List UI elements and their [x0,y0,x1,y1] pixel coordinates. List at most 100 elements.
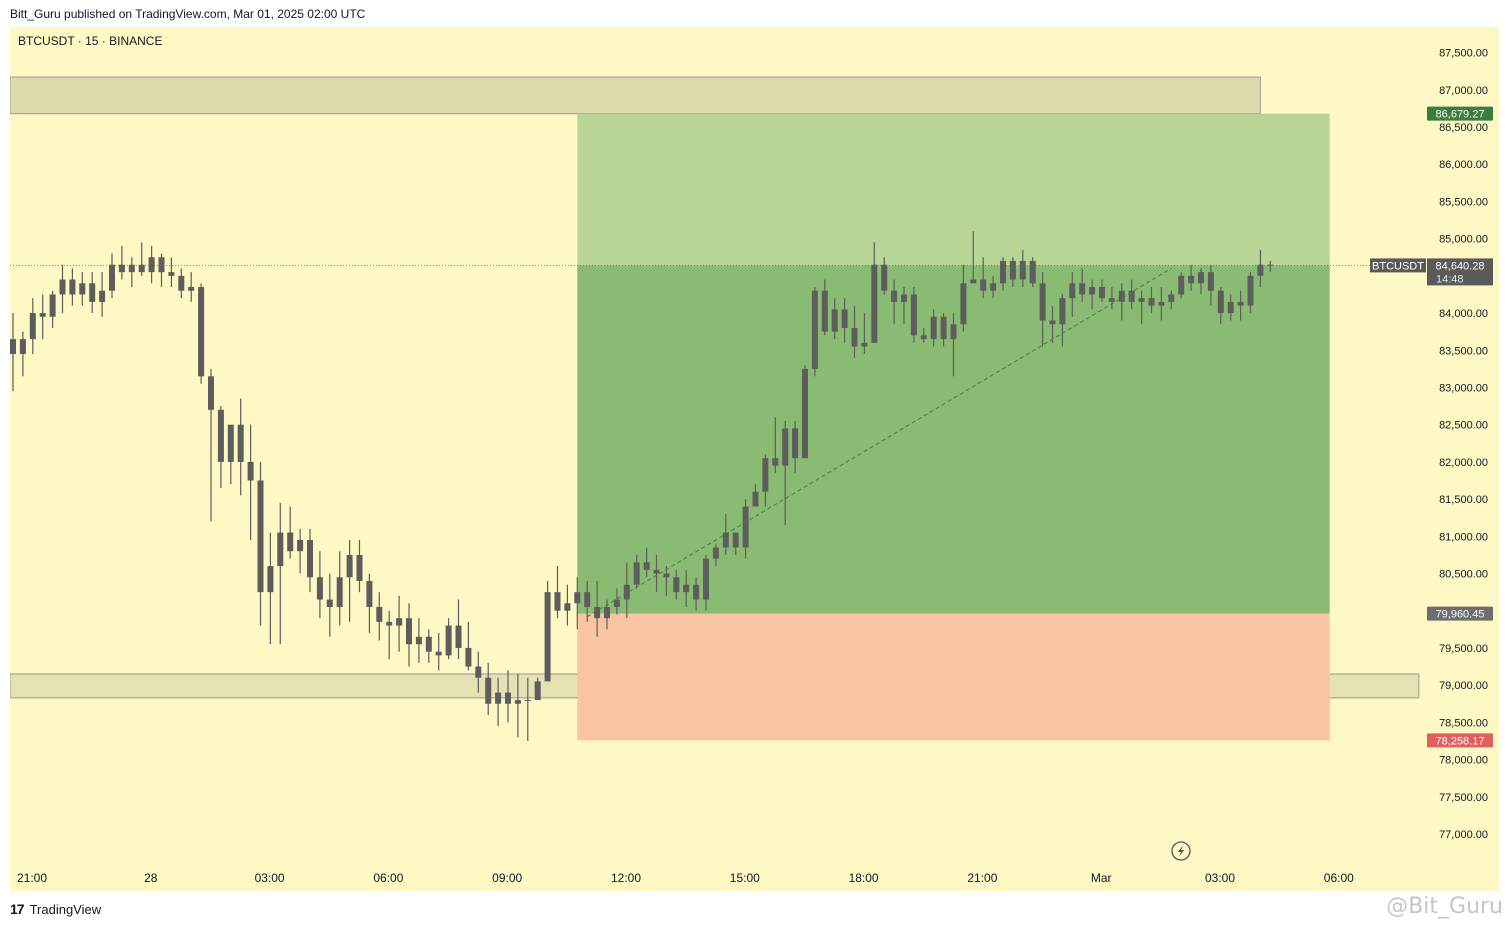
candle [188,272,195,302]
trendline[interactable] [586,267,1172,618]
candle-body [524,700,531,702]
y-tick-label: 77,000.00 [1439,829,1488,841]
candle [307,528,313,593]
x-tick-label: 06:00 [1324,871,1354,885]
candle [960,264,967,332]
candle-body [227,424,234,462]
candle-body [1118,290,1125,302]
candle [1128,279,1135,310]
stop-price-label-text: 78,258.17 [1436,735,1485,747]
current-price-label-bg [1427,258,1493,286]
y-tick-label: 80,500.00 [1439,569,1488,581]
target-price-label[interactable]: 86,679.27 [1427,106,1493,121]
candle [49,290,56,328]
candle [663,566,670,596]
candle [1079,268,1086,302]
candle-body [1227,301,1234,314]
x-tick-label: 18:00 [849,871,879,885]
candle [534,677,541,701]
candle-body [1049,320,1056,325]
current-symbol-tag[interactable]: BTCUSDT [1370,258,1426,273]
candle-body [138,264,145,273]
lightning-icon[interactable] [1171,841,1191,861]
candle-body [267,566,274,593]
candle-body [99,290,106,302]
candle-body [950,324,957,340]
candle [980,257,987,299]
candle-body [762,458,769,492]
candle-body [29,313,36,340]
candle [1138,290,1145,325]
y-tick-label: 77,500.00 [1439,792,1488,804]
current-price-value: 84,640.28 [1436,260,1485,272]
candle-body [1079,283,1086,295]
tradingview-logo[interactable]: 17 TradingView [10,901,101,917]
candle-body [198,287,205,377]
candle [1257,249,1264,288]
chart-area[interactable]: BTCUSDT · 15 · BINANCE 87,500.00 87,000.0… [10,27,1499,891]
candle-body [1158,301,1165,306]
replay-button[interactable] [1171,841,1191,861]
candle-body [574,592,581,604]
candle [930,309,937,347]
candle [594,580,601,637]
symbol-label[interactable]: BTCUSDT · 15 · BINANCE [18,34,162,48]
candle-body [455,625,462,648]
candle [29,298,36,354]
candle [920,327,927,343]
candle [495,677,502,727]
target-price-label-text: 86,679.27 [1436,109,1485,121]
candle-body [722,532,729,548]
candle [782,420,789,526]
candle-body [109,264,115,291]
candle [891,279,898,325]
stop-price-label[interactable]: 78,258.17 [1427,733,1493,748]
candle-body [1128,290,1135,302]
candle-body [118,264,125,273]
candle-body [505,692,511,704]
candle [792,420,799,474]
loss-zone[interactable] [577,613,1330,741]
current-price-countdown: 14:48 [1436,273,1464,285]
candle-body [1099,287,1105,299]
current-symbol-text: BTCUSDT [1372,260,1424,272]
candle [435,633,442,671]
candle-body [247,461,254,481]
profit-zone-upper[interactable] [577,113,1330,266]
candle-body [1237,301,1244,306]
candle-body [584,592,591,608]
supply-zone[interactable] [10,76,1262,115]
candle-body [168,272,175,276]
candle-body [782,428,789,466]
candle-body [594,607,601,619]
candle [762,454,769,507]
candle-body [495,692,502,704]
candle [871,242,878,343]
candle [1188,264,1195,291]
position-layer[interactable] [577,113,1330,741]
candle-body [673,577,680,593]
candle [1049,305,1056,343]
candle [1247,272,1254,314]
candle-body [712,547,719,559]
candle-body [772,458,779,466]
candle [1059,294,1066,347]
candle-body [1000,260,1006,284]
candle [1069,272,1076,317]
current-symbol-tag-bg [1370,258,1426,273]
entry-price-label[interactable]: 79,960.45 [1427,606,1493,621]
tradingview-mark-icon: 17 [10,901,25,917]
footer-bar: 17 TradingView [0,891,1509,927]
candle [1148,287,1155,314]
candle-body [861,342,868,347]
candle [1178,272,1185,299]
candle [217,406,224,488]
candle [1158,287,1165,321]
price-chart[interactable]: BTCUSDT · 15 · BINANCE 87,500.00 87,000.0… [10,27,1499,891]
y-tick-label: 78,000.00 [1439,755,1488,767]
candle-body [59,279,66,295]
candle-body [1029,260,1036,284]
target-price-label-bg [1427,106,1493,121]
candle-body [188,287,195,291]
